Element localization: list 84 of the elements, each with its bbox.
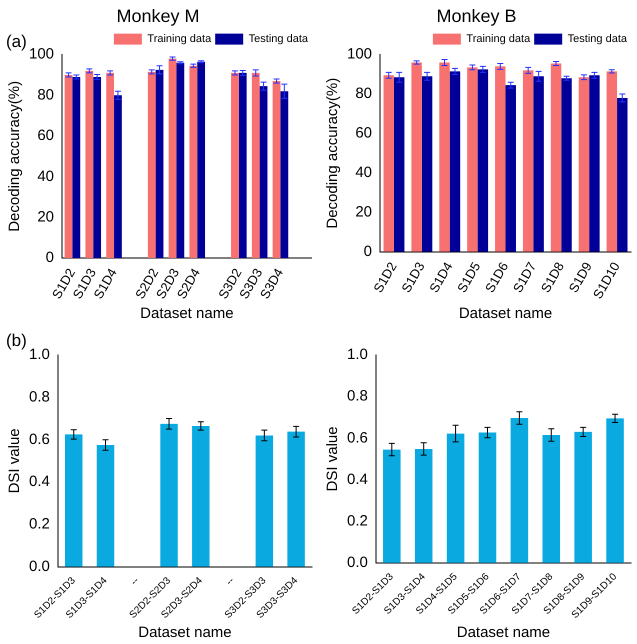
y-axis-title: Decoding accuracy(%) <box>324 78 342 229</box>
y-tick-label: 40 <box>355 164 372 182</box>
bar <box>384 75 394 252</box>
y-tick-label: 60 <box>37 127 54 144</box>
bar <box>450 71 460 252</box>
text: (b) <box>6 331 27 350</box>
y-tick-label: 0.8 <box>346 388 368 405</box>
y-tick-label: 100 <box>346 46 372 63</box>
bar <box>72 76 80 258</box>
bar <box>231 72 239 258</box>
y-tick-label: 0.4 <box>346 470 368 488</box>
bar <box>176 62 184 258</box>
bar <box>533 76 544 252</box>
y-tick-label: 0.6 <box>28 430 50 448</box>
y-tick-label: 0.0 <box>28 558 50 575</box>
chart-title: Monkey M <box>116 6 200 26</box>
bar <box>467 67 478 252</box>
legend-label: Testing data <box>248 33 309 46</box>
bar <box>394 77 404 252</box>
y-tick-label: 60 <box>355 124 372 142</box>
y-tick-label: 0.0 <box>346 554 368 571</box>
y-tick-label: 0.8 <box>28 388 50 406</box>
y-tick-label: 0.4 <box>28 473 50 490</box>
bar <box>280 91 288 258</box>
bar <box>189 66 198 258</box>
bar <box>574 432 592 563</box>
y-tick-label: 40 <box>37 168 54 185</box>
x-axis-title: Dataset name <box>458 305 552 322</box>
y-tick-label: 80 <box>355 85 372 102</box>
y-tick-label: 0.6 <box>346 429 368 446</box>
bar <box>85 70 94 258</box>
bar <box>414 448 432 563</box>
y-tick-label: 0.2 <box>346 512 368 530</box>
y-axis-title: Decoding accuracy(%) <box>6 80 24 232</box>
bar <box>510 418 528 563</box>
bar <box>606 418 624 563</box>
y-tick-label: 0 <box>46 249 54 266</box>
bar <box>495 66 506 252</box>
bar <box>411 62 422 252</box>
bar <box>260 86 268 258</box>
y-tick-label: 0 <box>364 242 372 260</box>
bar <box>168 58 176 258</box>
text: (a) <box>6 32 27 52</box>
bar <box>446 434 464 563</box>
y-tick-label: 20 <box>355 203 372 220</box>
bar <box>478 432 496 563</box>
legend-label: Training data <box>147 33 212 46</box>
x-axis-title: Dataset name <box>138 624 232 642</box>
bar <box>114 95 122 258</box>
y-tick-label: 100 <box>28 46 54 63</box>
y-tick-label: 20 <box>37 208 54 226</box>
bar <box>197 62 206 258</box>
y-axis-title: DSI value <box>324 426 342 492</box>
chart-title: Monkey B <box>436 6 517 26</box>
bar <box>422 76 432 252</box>
bar <box>383 450 401 563</box>
y-tick-label: 80 <box>37 86 54 104</box>
bar <box>589 75 600 252</box>
bar <box>617 98 628 252</box>
legend-label: Training data <box>466 33 532 46</box>
bar <box>506 85 516 252</box>
bar <box>106 72 114 258</box>
y-axis-title: DSI value <box>6 428 24 494</box>
y-tick-label: 1.0 <box>28 346 50 364</box>
bar <box>550 63 562 252</box>
bar <box>93 76 102 258</box>
bar <box>542 435 560 563</box>
bar <box>478 69 488 252</box>
bar <box>64 74 72 258</box>
bar <box>439 62 450 252</box>
bar <box>522 70 534 252</box>
y-tick-label: 0.2 <box>28 516 50 533</box>
x-axis-title: Dataset name <box>456 624 550 642</box>
legend-label: Testing data <box>568 33 628 46</box>
bar <box>561 78 572 252</box>
bar <box>578 77 590 252</box>
bar <box>252 72 260 258</box>
bar <box>148 72 156 258</box>
bar <box>156 70 164 258</box>
bar <box>272 81 280 258</box>
bar <box>606 71 618 252</box>
y-tick-label: 1.0 <box>346 346 368 364</box>
x-axis-title: Dataset name <box>140 305 234 322</box>
bar <box>238 72 247 258</box>
